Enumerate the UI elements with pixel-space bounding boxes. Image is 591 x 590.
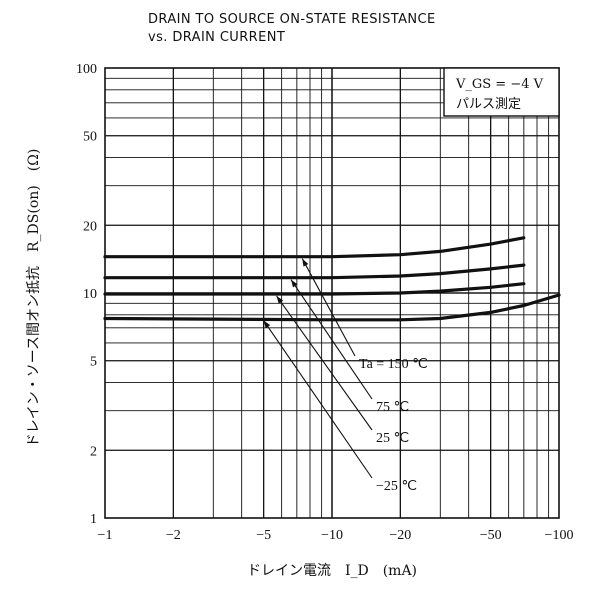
y-tick-label: 10 (83, 287, 97, 302)
plot-area: Ta = 150 ℃ 75 ℃ 25 ℃ −25 ℃ (103, 67, 561, 519)
conditions-frame (443, 67, 560, 117)
annotations: Ta = 150 ℃ 75 ℃ 25 ℃ −25 ℃ (263, 258, 428, 494)
y-tick-label: 50 (83, 130, 97, 145)
y-tick-label: 1 (90, 512, 97, 527)
arrow-head (276, 295, 284, 304)
arrow-head (291, 279, 298, 288)
leader-line (276, 295, 373, 431)
y-tick-label: 20 (83, 219, 97, 234)
x-tick-label: −100 (545, 528, 574, 543)
curve-label: 25 ℃ (376, 431, 409, 446)
y-tick-label: 100 (76, 62, 97, 77)
series-line (103, 293, 561, 322)
series-line (103, 263, 526, 280)
y-axis-label: ドレイン・ソース間オン抵抗 R_DS(on) (Ω) (26, 149, 42, 448)
chart-title-line1: DRAIN TO SOURCE ON-STATE RESISTANCE (148, 12, 436, 27)
x-tick-label: −2 (166, 528, 181, 543)
y-tick-label: 5 (90, 355, 97, 370)
curve-label: Ta = 150 ℃ (359, 357, 428, 372)
arrow-head (302, 258, 309, 267)
x-tick-labels: −1 −2 −5 −10 −20 −50 −100 (98, 528, 574, 543)
x-tick-label: −20 (389, 528, 411, 543)
condition-vgs: V_GS = −4 V (455, 77, 544, 92)
x-tick-label: −1 (98, 528, 113, 543)
x-tick-label: −10 (321, 528, 343, 543)
chart-title-line2: vs. DRAIN CURRENT (148, 30, 285, 45)
leader-line (290, 279, 373, 400)
x-tick-label: −50 (480, 528, 502, 543)
condition-pulse: パルス測定 (456, 97, 521, 112)
y-tick-label: 2 (90, 444, 97, 459)
y-tick-labels: 1 2 5 10 20 50 100 (76, 62, 97, 527)
series-line (103, 236, 526, 259)
curve-label: 75 ℃ (376, 400, 409, 415)
arrow-head (263, 320, 271, 329)
series-line (103, 282, 526, 296)
x-tick-label: −5 (256, 528, 271, 543)
conditions-box: V_GS = −4 V パルス測定 (443, 67, 560, 117)
leader-line (263, 320, 373, 479)
x-axis-label: ドレイン電流 I_D (mA) (247, 563, 417, 579)
leader-line (301, 258, 356, 357)
series-lines (103, 236, 561, 322)
curve-label: −25 ℃ (376, 479, 417, 494)
